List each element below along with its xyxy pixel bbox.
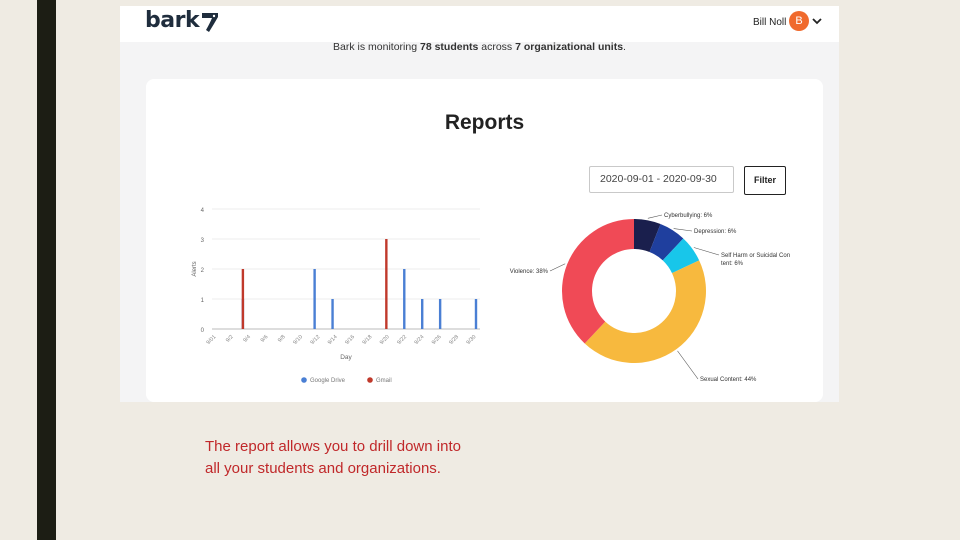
donut-slice: [584, 260, 706, 364]
legend-swatch: [367, 377, 373, 383]
donut-slice: [562, 219, 634, 344]
bark-dog-icon: [202, 13, 218, 32]
x-tick-label: 9/14: [327, 334, 339, 346]
bar-google-drive: [474, 299, 478, 329]
y-tick-label: 2: [201, 268, 205, 274]
bar-gmail: [241, 269, 245, 329]
donut-leader-line: [677, 350, 699, 380]
donut-slice: [634, 219, 661, 252]
y-axis-label: Alerts: [192, 261, 198, 276]
monitor-prefix: Bark is monitoring: [333, 41, 420, 53]
monitoring-summary: Bark is monitoring 78 students across 7 …: [120, 41, 839, 53]
x-tick-label: 9/12: [310, 334, 322, 346]
legend-label: Gmail: [376, 378, 392, 384]
chevron-down-icon[interactable]: [812, 16, 822, 26]
donut-label: Sexual Content: 44%: [700, 377, 757, 383]
slide-left-bar: [37, 0, 56, 540]
page-title: Reports: [444, 111, 525, 134]
top-navigation-bar: bark Bill Noll B: [120, 6, 839, 42]
x-tick-label: 9/20: [379, 334, 391, 346]
slide-caption: The report allows you to drill down into…: [205, 438, 461, 477]
bark-logo[interactable]: bark: [145, 8, 200, 33]
bar-gmail: [385, 239, 388, 329]
app-screenshot: bark Bill Noll B Bark is monitoring 78 s…: [120, 6, 839, 402]
donut-leader-line: [647, 214, 663, 219]
monitor-middle: across: [478, 41, 516, 53]
legend-swatch: [301, 377, 307, 383]
x-tick-label: 9/26: [431, 334, 443, 346]
donut-label: Depression: 6%: [694, 229, 737, 235]
alerts-bar-chart: 0 1 2 3 4 Alerts 9/01 9/2 9/4 9/6 9/8 9/10 9/12 9/14 9…: [192, 208, 480, 384]
x-tick-label: 9/28: [448, 334, 460, 346]
x-tick-label: 9/01: [206, 334, 218, 346]
x-tick-label: 9/24: [414, 334, 426, 346]
date-range-input[interactable]: [589, 166, 734, 193]
legend-label: Google Drive: [310, 378, 346, 384]
y-tick-label: 1: [201, 298, 205, 304]
x-tick-label: 9/4: [242, 334, 252, 344]
donut-leader-line: [693, 247, 720, 256]
donut-label: Cyberbullying: 6%: [664, 213, 713, 219]
monitor-suffix: .: [623, 41, 626, 53]
user-name[interactable]: Bill Noll: [753, 17, 787, 28]
x-tick-label: 9/6: [260, 334, 270, 344]
donut-label: Violence: 38%: [510, 269, 549, 275]
x-axis-label: Day: [340, 354, 352, 361]
x-tick-label: 9/22: [396, 334, 408, 346]
x-tick-label: 9/10: [292, 334, 304, 346]
alert-category-donut-chart: Cyberbullying: 6% Depression: 6% Self Harm…: [510, 213, 790, 383]
unit-count: 7 organizational units: [515, 41, 624, 53]
y-tick-label: 0: [201, 328, 205, 334]
y-tick-label: 3: [201, 238, 205, 244]
bar-google-drive: [438, 299, 442, 329]
donut-slice: [662, 238, 700, 274]
donut-slice: [649, 224, 684, 261]
user-avatar[interactable]: B: [789, 11, 809, 31]
bar-google-drive: [421, 299, 424, 329]
bar-google-drive: [331, 299, 334, 329]
x-tick-label: 9/30: [466, 334, 478, 346]
student-count: 78 students: [419, 41, 479, 53]
x-tick-label: 9/16: [344, 334, 356, 346]
donut-leader-line: [673, 228, 693, 232]
filter-button[interactable]: Filter: [744, 166, 786, 195]
x-tick-label: 9/18: [362, 334, 374, 346]
donut-leader-line: [549, 263, 566, 272]
bar-google-drive: [313, 269, 316, 329]
y-tick-label: 4: [201, 208, 205, 214]
bar-google-drive: [403, 269, 406, 329]
donut-label: Self Harm or Suicidal Con tent: 6%: [721, 253, 790, 267]
x-tick-label: 9/2: [225, 334, 235, 344]
x-tick-label: 9/8: [277, 334, 287, 344]
reports-card: Reports Filter 0 1 2 3 4 Alerts 9/01 9/2 9/4 9/6 9…: [146, 79, 823, 402]
